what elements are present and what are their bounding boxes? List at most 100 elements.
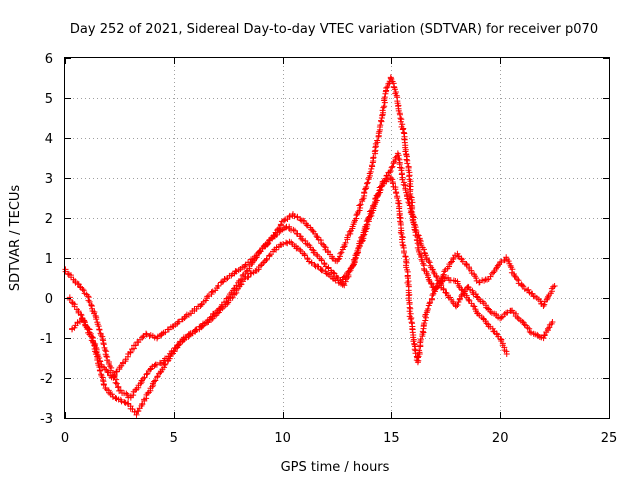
data-point xyxy=(114,384,121,391)
data-point xyxy=(504,256,511,263)
data-point xyxy=(121,399,128,406)
data-point xyxy=(133,411,140,418)
data-point xyxy=(398,230,405,237)
data-point xyxy=(363,218,370,225)
data-point xyxy=(270,233,277,240)
data-point xyxy=(283,239,290,246)
data-point xyxy=(407,316,414,323)
axes: 0 5 10 15 20 25 -3 -2 -1 0 1 2 3 4 5 6 xyxy=(40,52,617,446)
data-point xyxy=(411,221,418,228)
x-tick-label: 15 xyxy=(383,431,400,446)
data-point xyxy=(439,278,446,285)
data-point xyxy=(154,373,161,380)
data-point xyxy=(171,348,178,355)
data-point xyxy=(96,326,103,333)
plot-frame xyxy=(64,57,610,419)
data-point xyxy=(346,228,353,235)
data-point xyxy=(154,374,161,381)
data-point xyxy=(282,224,289,231)
data-point xyxy=(92,312,99,319)
y-tick-label: 4 xyxy=(45,132,53,147)
data-point xyxy=(529,290,536,297)
data-point xyxy=(503,254,510,261)
data-point xyxy=(162,361,169,368)
data-point xyxy=(318,257,325,264)
data-point xyxy=(263,241,270,248)
data-point xyxy=(257,262,264,269)
data-point xyxy=(64,270,71,277)
data-point xyxy=(208,316,215,323)
data-point xyxy=(95,323,102,330)
data-point xyxy=(429,292,436,299)
data-point xyxy=(124,392,131,399)
series-track-b xyxy=(66,150,556,381)
data-point xyxy=(381,103,388,110)
data-point xyxy=(399,121,406,128)
data-point xyxy=(84,293,91,300)
data-point xyxy=(209,288,216,295)
y-tick-label: -1 xyxy=(40,332,53,347)
data-point xyxy=(407,209,414,216)
data-point xyxy=(519,282,526,289)
data-point xyxy=(404,195,411,202)
data-point xyxy=(406,202,413,209)
data-point xyxy=(447,259,454,266)
data-point xyxy=(347,267,354,274)
data-point xyxy=(137,380,144,387)
data-point xyxy=(392,154,399,161)
data-point xyxy=(399,241,406,248)
data-point xyxy=(132,342,139,349)
data-point xyxy=(361,189,368,196)
data-point xyxy=(84,326,91,333)
data-point xyxy=(101,382,108,389)
data-point xyxy=(443,290,450,297)
data-point xyxy=(370,202,377,209)
data-point xyxy=(389,176,396,183)
data-point xyxy=(130,392,137,399)
data-point xyxy=(363,183,370,190)
data-point xyxy=(394,195,401,202)
data-point xyxy=(276,228,283,235)
y-axis-label: SDTVAR / TECUs xyxy=(8,185,23,292)
data-point xyxy=(135,408,142,415)
data-point xyxy=(549,319,556,325)
data-point xyxy=(366,208,373,215)
data-point xyxy=(484,305,491,312)
data-point xyxy=(383,172,390,179)
data-point xyxy=(298,235,305,242)
data-point xyxy=(368,162,375,169)
data-point xyxy=(238,281,245,288)
data-point xyxy=(330,269,337,276)
data-point xyxy=(397,118,404,125)
y-tick-label: 5 xyxy=(45,92,53,107)
data-point xyxy=(415,232,422,239)
y-tick-label: 6 xyxy=(45,52,53,67)
data-point xyxy=(540,335,547,342)
data-point xyxy=(515,280,522,287)
data-point xyxy=(229,294,236,301)
data-point xyxy=(487,273,494,280)
data-point xyxy=(419,328,426,335)
y-tick-label: -3 xyxy=(40,412,53,427)
data-point xyxy=(111,371,118,378)
data-point xyxy=(381,94,388,101)
data-point xyxy=(454,250,461,257)
x-tick-label: 25 xyxy=(601,431,618,446)
data-point xyxy=(402,187,409,194)
data-point xyxy=(132,387,139,394)
data-point xyxy=(454,301,461,308)
data-point xyxy=(309,227,316,234)
data-point xyxy=(112,394,119,401)
data-point xyxy=(243,268,250,275)
data-point xyxy=(152,377,159,384)
data-point xyxy=(416,237,423,244)
data-point xyxy=(368,207,375,214)
data-point xyxy=(364,179,371,186)
data-point xyxy=(139,334,146,341)
data-point xyxy=(398,171,405,178)
data-point xyxy=(313,233,320,240)
data-point xyxy=(494,262,501,269)
data-point xyxy=(91,348,98,355)
data-point xyxy=(124,400,131,407)
data-point xyxy=(511,272,518,279)
